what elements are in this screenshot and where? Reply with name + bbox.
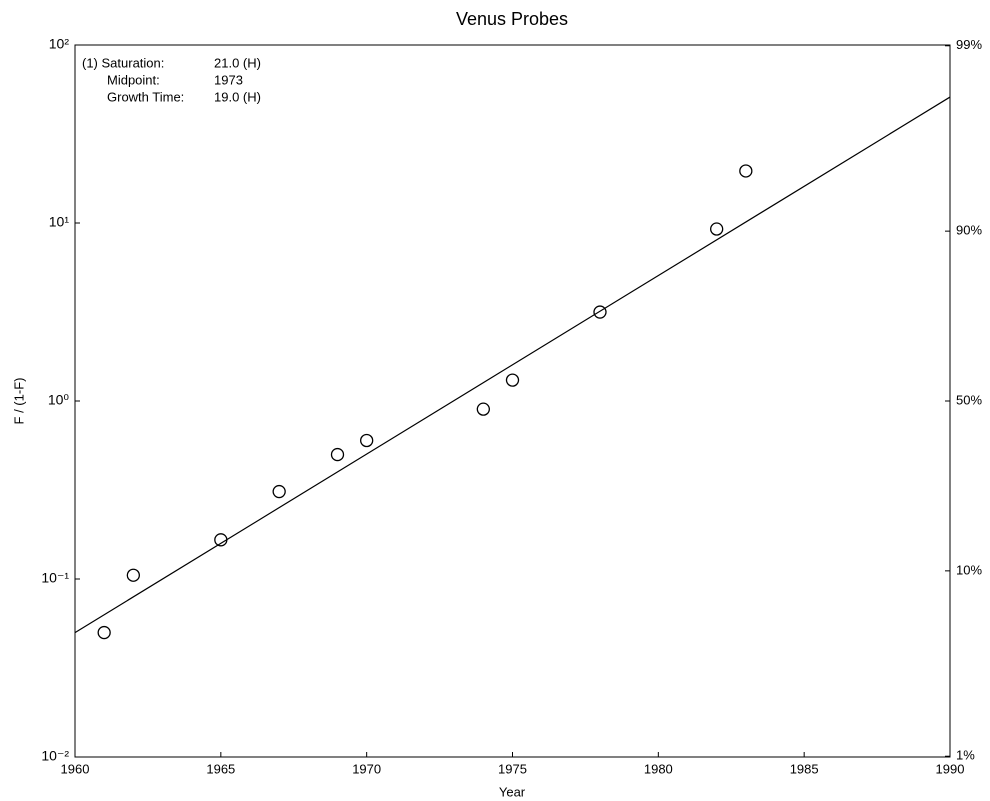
fit-line bbox=[74, 96, 951, 634]
annotation-label: Growth Time: bbox=[107, 89, 184, 104]
annotation-value: 19.0 (H) bbox=[214, 89, 261, 104]
x-tick-label: 1975 bbox=[498, 761, 527, 776]
y-tick-label: 10¹ bbox=[49, 214, 70, 230]
y2-tick-label: 10% bbox=[956, 562, 982, 577]
y2-tick-label: 1% bbox=[956, 748, 975, 763]
x-tick-label: 1980 bbox=[644, 761, 673, 776]
data-point bbox=[505, 373, 520, 387]
data-point bbox=[126, 568, 140, 582]
data-point bbox=[97, 625, 111, 640]
chart-title: Venus Probes bbox=[456, 9, 568, 29]
data-point bbox=[330, 447, 345, 462]
x-tick-label: 1960 bbox=[61, 761, 90, 776]
data-point bbox=[476, 402, 490, 416]
x-axis-label: Year bbox=[499, 784, 526, 799]
data-point bbox=[739, 164, 753, 178]
y-tick-label: 10⁻² bbox=[41, 748, 69, 764]
x-tick-label: 1990 bbox=[936, 761, 965, 776]
data-point bbox=[360, 433, 374, 448]
x-tick-label: 1965 bbox=[206, 761, 235, 776]
annotation-label: Midpoint: bbox=[107, 72, 160, 87]
y-tick-label: 10² bbox=[49, 36, 70, 52]
y-tick-label: 10⁻¹ bbox=[41, 570, 69, 586]
x-tick-label: 1985 bbox=[790, 761, 819, 776]
annotation-label: (1) Saturation: bbox=[82, 55, 164, 70]
data-point bbox=[272, 484, 286, 499]
data-point bbox=[593, 305, 607, 319]
y-axis-label: F / (1-F) bbox=[11, 378, 26, 425]
y2-tick-label: 90% bbox=[956, 223, 982, 238]
y2-tick-label: 99% bbox=[956, 37, 982, 52]
data-point bbox=[710, 222, 724, 236]
y2-tick-label: 50% bbox=[956, 392, 982, 407]
y-tick-label: 10⁰ bbox=[48, 392, 70, 408]
annotation-value: 21.0 (H) bbox=[214, 55, 261, 70]
plot-frame bbox=[74, 44, 951, 758]
x-tick-label: 1970 bbox=[352, 761, 381, 776]
annotation-value: 1973 bbox=[214, 72, 243, 87]
